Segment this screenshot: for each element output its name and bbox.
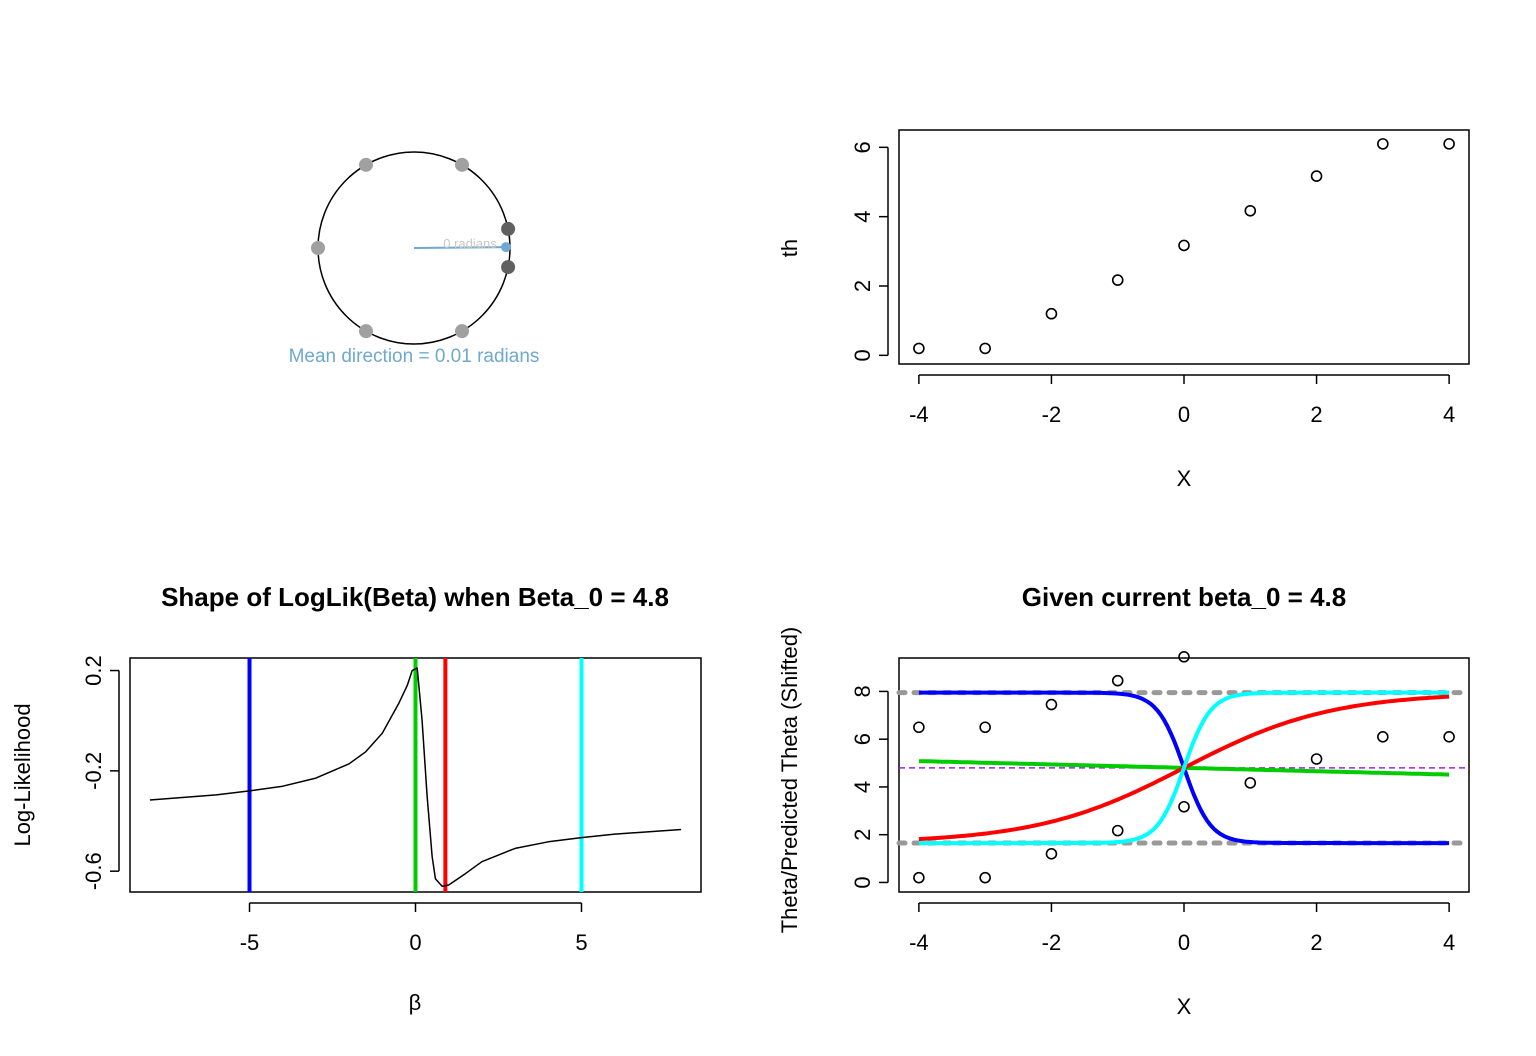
data-point xyxy=(979,871,991,884)
data-point xyxy=(1111,824,1124,837)
x-tick-label: 4 xyxy=(1443,930,1455,955)
x-tick-label: -2 xyxy=(1042,402,1062,427)
x-tick-label: -4 xyxy=(909,930,929,955)
x-tick-label: 4 xyxy=(1443,402,1455,427)
data-point xyxy=(913,342,925,355)
data-point xyxy=(1045,847,1058,860)
data-point-light xyxy=(358,157,373,172)
y-tick-label: 0.2 xyxy=(81,655,106,686)
x-tick-label: 2 xyxy=(1310,402,1322,427)
mean-direction-annotation: Mean direction = 0.01 radians xyxy=(289,346,540,367)
predicted-panel: Given current beta_0 = 4.8 X Theta/Predi… xyxy=(777,582,1472,1019)
data-point-light xyxy=(454,324,469,339)
plot-box xyxy=(898,657,1470,893)
x-axis-label: β xyxy=(409,990,422,1015)
plot-box xyxy=(898,129,1470,365)
x-tick-label: -5 xyxy=(240,930,260,955)
x-tick-label: -2 xyxy=(1042,930,1062,955)
circular-panel: 0 radians Mean direction = 0.01 radians xyxy=(289,151,540,367)
data-point xyxy=(1377,138,1389,150)
y-tick-label: 0 xyxy=(850,349,875,361)
y-tick-label: 8 xyxy=(850,685,875,697)
th-panel: X th -4 -2 0 2 4 0 2 4 6 xyxy=(777,129,1470,491)
loglik-curve xyxy=(149,667,682,887)
y-axis-label: th xyxy=(777,239,802,257)
data-point xyxy=(1377,730,1389,743)
data-point xyxy=(1443,138,1455,150)
data-point-light xyxy=(454,157,469,172)
x-tick-label: 5 xyxy=(575,930,587,955)
data-point-dark xyxy=(501,260,516,275)
data-point-light xyxy=(311,240,325,255)
y-tick-label: 0 xyxy=(850,876,875,888)
data-point xyxy=(1244,204,1257,217)
x-tick-label: -4 xyxy=(909,402,929,427)
x-axis-label: X xyxy=(1177,994,1192,1019)
data-point xyxy=(1178,239,1190,252)
data-point xyxy=(913,871,925,884)
x-tick-label: 0 xyxy=(1178,402,1190,427)
y-tick-label: 4 xyxy=(850,781,875,793)
data-point-dark xyxy=(501,221,516,236)
data-point xyxy=(979,721,991,734)
data-point xyxy=(1178,800,1190,813)
y-tick-label: -0.6 xyxy=(81,852,106,890)
data-point xyxy=(913,721,925,734)
loglik-panel: Shape of LogLik(Beta) when Beta_0 = 4.8 … xyxy=(10,582,702,1015)
data-point xyxy=(1310,170,1323,182)
chart-title: Shape of LogLik(Beta) when Beta_0 = 4.8 xyxy=(161,582,669,612)
predicted-curve xyxy=(918,690,1450,846)
data-point xyxy=(1443,730,1455,743)
x-tick-label: 0 xyxy=(409,930,421,955)
data-point xyxy=(1045,307,1058,320)
data-point xyxy=(1111,274,1124,286)
chart-title: Given current beta_0 = 4.8 xyxy=(1022,582,1346,612)
arrow-label: 0 radians xyxy=(443,236,497,251)
y-tick-label: 4 xyxy=(850,211,875,223)
y-tick-label: 6 xyxy=(850,141,875,153)
y-tick-label: -0.2 xyxy=(81,752,106,790)
x-tick-label: 0 xyxy=(1178,930,1190,955)
data-point xyxy=(1244,777,1257,789)
data-point-light xyxy=(358,324,373,339)
x-tick-label: 2 xyxy=(1310,930,1322,955)
x-axis-label: X xyxy=(1177,466,1192,491)
data-point xyxy=(1111,674,1124,687)
arrow-head xyxy=(500,242,511,253)
data-point xyxy=(1178,651,1190,663)
data-point xyxy=(979,342,991,355)
data-point xyxy=(1045,698,1058,711)
y-tick-label: 2 xyxy=(850,280,875,292)
y-tick-label: 6 xyxy=(850,733,875,745)
mean-direction-arrow xyxy=(413,246,507,249)
y-tick-label: 2 xyxy=(850,829,875,841)
y-axis-label: Log-Likelihood xyxy=(10,703,35,846)
y-axis-label: Theta/Predicted Theta (Shifted) xyxy=(777,627,802,934)
data-point xyxy=(1310,753,1323,765)
